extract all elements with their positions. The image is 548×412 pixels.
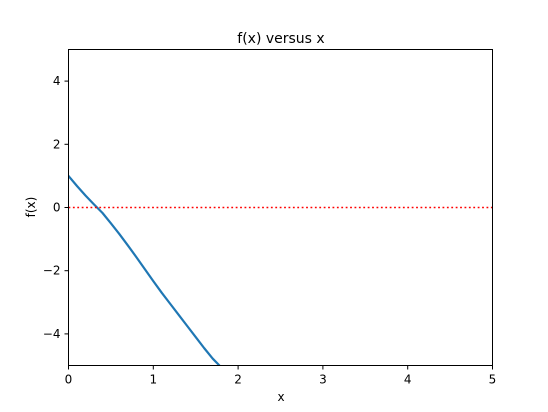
chart-title: f(x) versus x — [237, 31, 324, 47]
x-tick-label: 5 — [489, 373, 497, 387]
y-tick-label: 4 — [53, 74, 61, 88]
x-tick-label: 3 — [319, 373, 327, 387]
y-tick-label: −2 — [43, 264, 61, 278]
y-tick-label: 0 — [53, 201, 61, 215]
x-tick-label: 0 — [65, 373, 73, 387]
x-tick-label: 4 — [404, 373, 412, 387]
y-tick-label: −4 — [43, 327, 61, 341]
series-line-0 — [68, 174, 221, 366]
x-tick-label: 1 — [149, 373, 157, 387]
y-tick-label: 2 — [53, 137, 61, 151]
x-tick-label: 2 — [234, 373, 242, 387]
x-axis-label: x — [277, 390, 284, 404]
y-axis-label: f(x) — [24, 197, 38, 218]
plot-area: 0 1 2 3 4 5 −4 −2 0 2 4 — [43, 49, 497, 387]
